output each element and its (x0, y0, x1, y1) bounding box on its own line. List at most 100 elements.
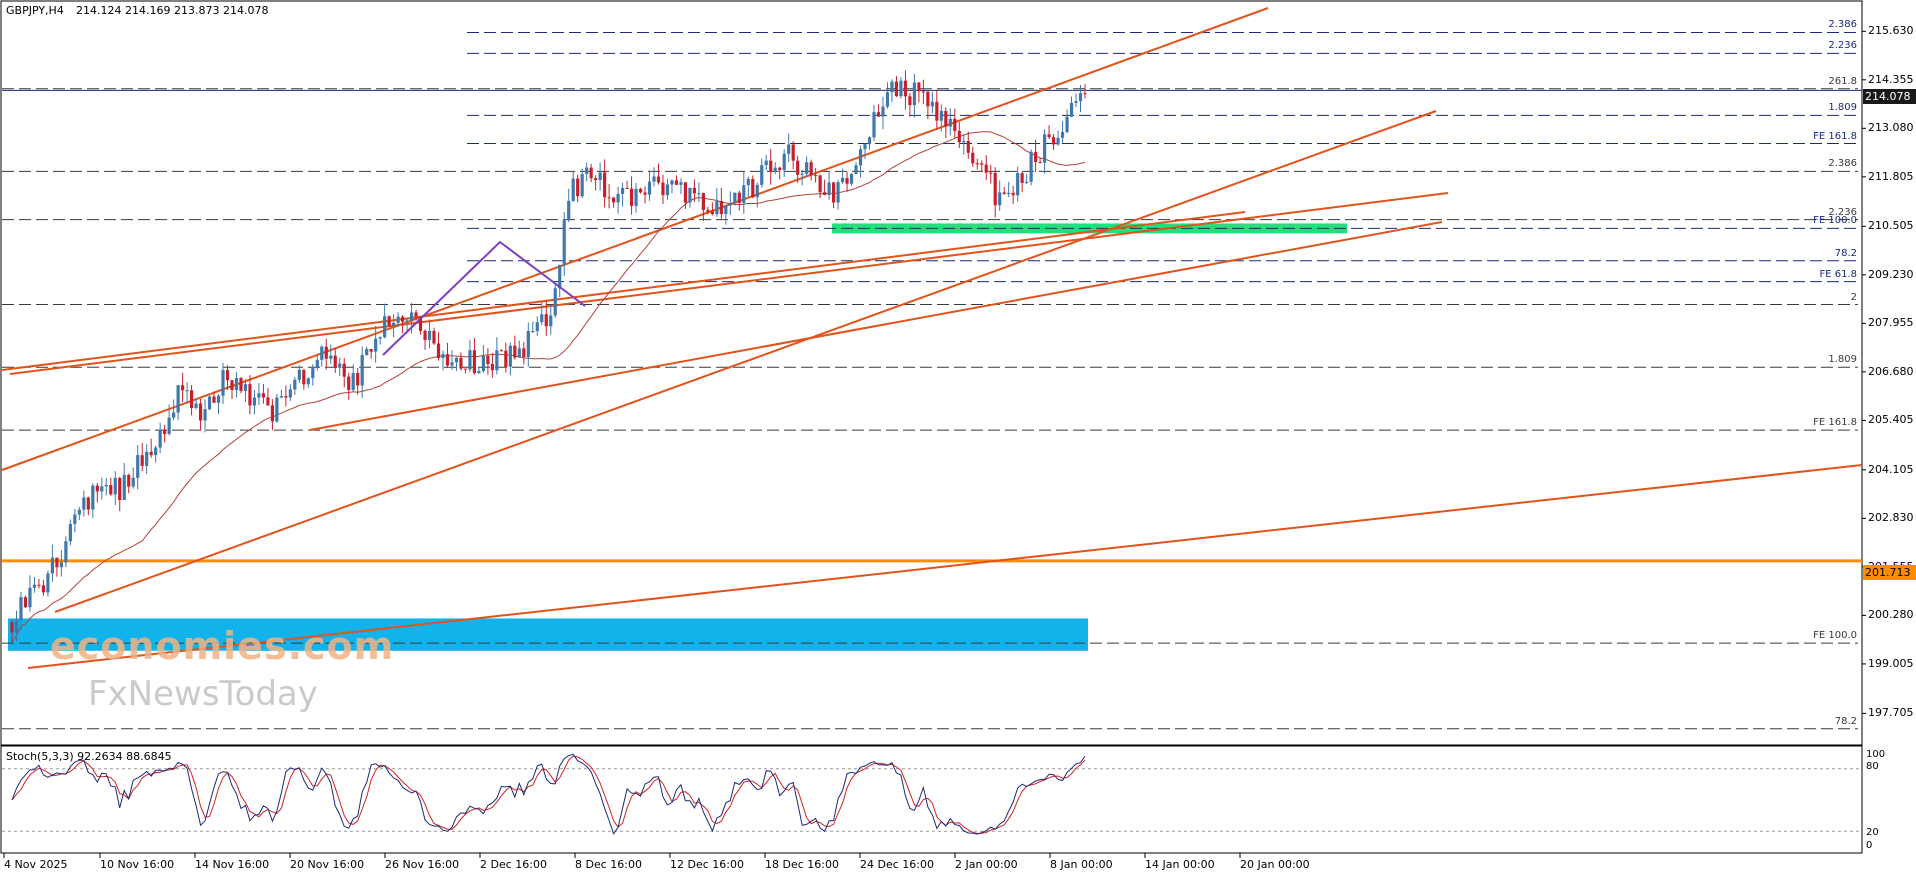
candle-body (423, 330, 427, 340)
fib-level-label: 78.2 (1834, 715, 1857, 727)
candle (1078, 84, 1083, 113)
candle (163, 424, 167, 443)
candle (733, 192, 737, 206)
candle-body (486, 355, 490, 364)
candle (863, 143, 867, 159)
candle-body (194, 403, 198, 408)
candle-body (836, 182, 840, 203)
candle (315, 353, 319, 371)
candle-body (1016, 173, 1020, 196)
candle-body (481, 355, 486, 372)
candle-body (571, 178, 575, 201)
candle-body (930, 101, 934, 107)
candle-body (216, 395, 221, 403)
candle-body (23, 597, 28, 608)
candle (643, 186, 647, 204)
candle-body (436, 343, 441, 358)
fib-level-label: 2.386 (1828, 19, 1857, 31)
candle-body (661, 182, 665, 196)
y-tick-label: 206.680 (1868, 364, 1914, 378)
candle-body (876, 112, 881, 117)
candle-body (1007, 192, 1011, 194)
candle-body (980, 163, 984, 165)
candle (333, 348, 337, 373)
candle-body (634, 188, 638, 206)
candle-body (284, 396, 288, 398)
candle (670, 179, 674, 194)
candle (100, 477, 104, 500)
candle (935, 89, 939, 130)
candle (230, 379, 234, 400)
candle (436, 332, 441, 361)
candle-body (549, 315, 553, 327)
candle (921, 79, 925, 104)
candle-body (91, 485, 95, 510)
candle (939, 104, 943, 132)
candle-body (64, 541, 68, 563)
candle (818, 174, 822, 199)
candle (212, 391, 216, 403)
candle (50, 544, 55, 582)
candle (189, 384, 194, 416)
candle-body (620, 187, 625, 194)
candle (849, 173, 854, 186)
y-tick-label: 202.830 (1868, 511, 1914, 525)
candle (688, 187, 692, 208)
candle (984, 155, 988, 180)
candle-body (778, 167, 782, 171)
candle (28, 575, 32, 612)
candle (1016, 166, 1020, 202)
candle-body (279, 396, 283, 398)
candle-body (926, 91, 930, 107)
candle (899, 77, 903, 99)
candle-body (234, 378, 239, 391)
candle (872, 104, 876, 142)
moving-average-line (11, 131, 1086, 643)
candle (1029, 149, 1033, 186)
candle (831, 181, 836, 208)
candle (1020, 172, 1024, 193)
candle-body (59, 562, 63, 568)
candle-body (405, 320, 409, 322)
candle-body (522, 348, 526, 357)
candle (571, 171, 575, 203)
candle-body (176, 385, 180, 413)
candle (1056, 130, 1060, 146)
candle (1007, 181, 1011, 198)
candle (1060, 121, 1065, 143)
candle (912, 73, 916, 118)
candle (728, 191, 732, 215)
candle (989, 164, 993, 184)
candle (782, 149, 786, 177)
candle-body (670, 180, 674, 185)
candle (73, 508, 77, 533)
candle (109, 477, 113, 496)
candle (432, 327, 436, 345)
candle-body (576, 178, 580, 197)
candle (86, 496, 90, 516)
x-tick-label: 8 Dec 16:00 (575, 858, 642, 871)
candle-body (145, 451, 149, 466)
candle-body (751, 178, 755, 198)
fib-level-label: 261.8 (1828, 75, 1857, 87)
candle (365, 346, 369, 356)
candle-body (854, 165, 858, 175)
candle-body (966, 140, 970, 153)
candle-body (136, 455, 140, 478)
candle-body (823, 192, 827, 195)
candle-body (818, 175, 822, 193)
fib-level-label: 1.809 (1828, 102, 1857, 114)
candle (369, 348, 373, 359)
candle (769, 149, 773, 185)
candle-body (450, 362, 454, 366)
candle-body (118, 477, 122, 500)
candle-body (356, 373, 360, 386)
candle (1034, 139, 1038, 173)
candle (486, 348, 490, 375)
candle-body (374, 338, 378, 352)
candle (297, 365, 301, 384)
candle-body (257, 393, 261, 398)
candle (647, 170, 652, 201)
